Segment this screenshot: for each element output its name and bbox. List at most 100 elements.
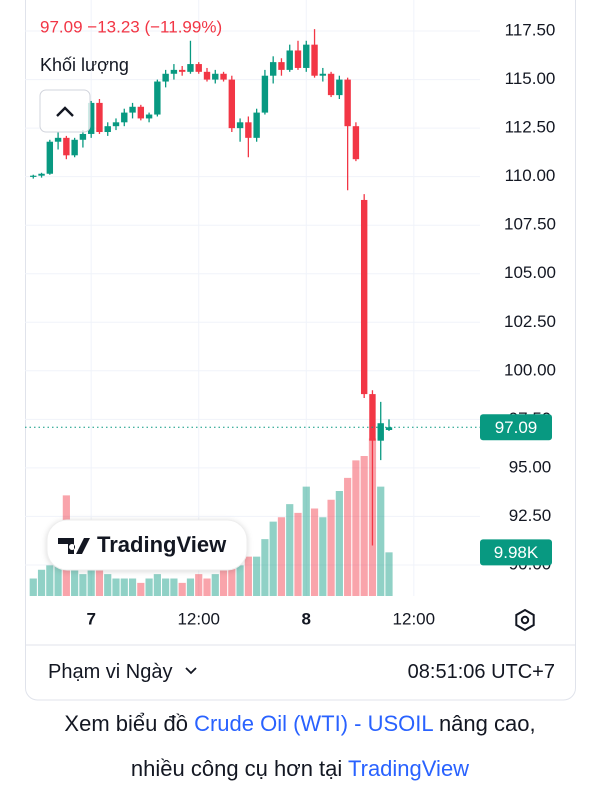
candle-body	[63, 137, 70, 156]
volume-bar	[294, 512, 302, 596]
volume-bar	[261, 539, 269, 596]
collapse-button[interactable]	[39, 89, 91, 133]
candle-body	[369, 394, 376, 441]
candle-body	[294, 50, 302, 68]
candle-body	[54, 137, 62, 142]
volume-bar	[228, 561, 236, 596]
logo-icon	[58, 538, 90, 554]
candle-body	[129, 106, 136, 113]
volume-bar	[79, 574, 87, 596]
volume-title: Khối lượng	[40, 55, 129, 75]
volume-bar	[46, 565, 54, 596]
x-tick-label: 12:00	[393, 609, 436, 628]
candle-body	[38, 173, 45, 176]
volume-bar	[120, 578, 128, 596]
caption-line-2: nhiều công cụ hơn tại TradingView	[0, 756, 600, 782]
collapse-icon	[56, 106, 74, 117]
candle-body	[46, 141, 54, 174]
settings-icon[interactable]	[515, 608, 535, 632]
volume-label-box	[480, 539, 552, 566]
candle-body	[311, 44, 318, 76]
candle-body	[344, 79, 351, 127]
volume-bar	[244, 556, 252, 596]
candle-body	[145, 114, 153, 119]
caption-text: nhiều công cụ hơn tại	[130, 756, 348, 781]
candle-body	[261, 75, 269, 113]
candle-body	[203, 71, 211, 80]
price-label-box	[480, 414, 552, 441]
volume-bar	[236, 565, 244, 596]
volume-bar	[360, 456, 368, 596]
candle-body	[79, 133, 87, 140]
y-tick-label: 105.00	[504, 263, 556, 282]
caption-text: Xem biểu đồ	[64, 711, 195, 736]
volume-bar	[310, 508, 319, 596]
candle-body	[360, 199, 368, 395]
volume-bar	[335, 491, 343, 596]
candle-body	[319, 73, 327, 76]
volume-bar	[219, 569, 228, 596]
clock: 08:51:06 UTC+7	[407, 661, 555, 683]
volume-bar	[344, 477, 352, 596]
volume-bar	[327, 499, 335, 596]
volume-bar	[162, 578, 170, 596]
range-selector[interactable]: Phạm vi Ngày	[48, 661, 203, 684]
candle-body	[385, 427, 393, 431]
candle-body	[212, 73, 219, 80]
candle-body	[269, 62, 277, 76]
volume-bar	[302, 486, 310, 596]
candle-body	[104, 126, 111, 133]
candle-body	[228, 79, 236, 129]
y-tick-label: 95.00	[509, 457, 552, 476]
candle-body	[30, 175, 37, 177]
candle-body	[220, 73, 227, 80]
volume-bar	[178, 582, 186, 596]
caption-link[interactable]: Crude Oil (WTI) - USOIL	[194, 711, 433, 736]
candle-body	[245, 122, 252, 138]
candle-body	[121, 112, 128, 123]
volume-bar	[186, 578, 195, 596]
volume-bar	[153, 574, 161, 596]
card-border	[25, 0, 576, 701]
candle-body	[137, 106, 145, 119]
volume-bar	[145, 578, 153, 596]
volume-bar	[37, 569, 46, 596]
volume-bar	[112, 578, 120, 596]
candle-body	[87, 102, 95, 134]
caption-link[interactable]: TradingView	[348, 756, 470, 781]
candle-body	[278, 62, 285, 70]
x-tick-label: 7	[86, 609, 95, 628]
volume-bar	[87, 569, 95, 596]
legend-text: 97.09 −13.23 (−11.99%)	[40, 17, 222, 36]
volume-bar	[54, 556, 62, 596]
candle-body	[352, 126, 360, 160]
candle-body	[253, 112, 260, 138]
logo-box	[46, 519, 248, 571]
candle-body	[178, 69, 186, 72]
candle-body	[286, 50, 293, 70]
range-label: Phạm vi Ngày	[48, 661, 173, 683]
volume-bar	[170, 578, 178, 596]
y-tick-label: 112.50	[505, 118, 556, 137]
price-label: 97.09	[495, 418, 538, 437]
volume-bar	[137, 582, 145, 596]
candle-body	[236, 122, 244, 129]
candle-body	[377, 423, 384, 441]
volume-bar	[128, 578, 137, 596]
y-tick-label: 107.50	[504, 215, 556, 234]
y-tick-label: 110.00	[505, 166, 556, 185]
y-tick-label: 117.50	[505, 21, 556, 40]
volume-bar	[352, 460, 360, 596]
candle-body	[195, 64, 202, 72]
caption-text: nâng cao,	[432, 711, 536, 736]
y-tick-label: 115.00	[505, 69, 556, 88]
y-tick-label: 92.50	[509, 506, 552, 525]
candle-body	[71, 139, 78, 156]
candle-body	[96, 102, 103, 133]
volume-bar	[269, 521, 277, 596]
volume-bar	[203, 578, 211, 596]
volume-bar	[277, 517, 286, 596]
x-tick-label: 12:00	[177, 609, 220, 628]
volume-bar	[29, 578, 37, 596]
